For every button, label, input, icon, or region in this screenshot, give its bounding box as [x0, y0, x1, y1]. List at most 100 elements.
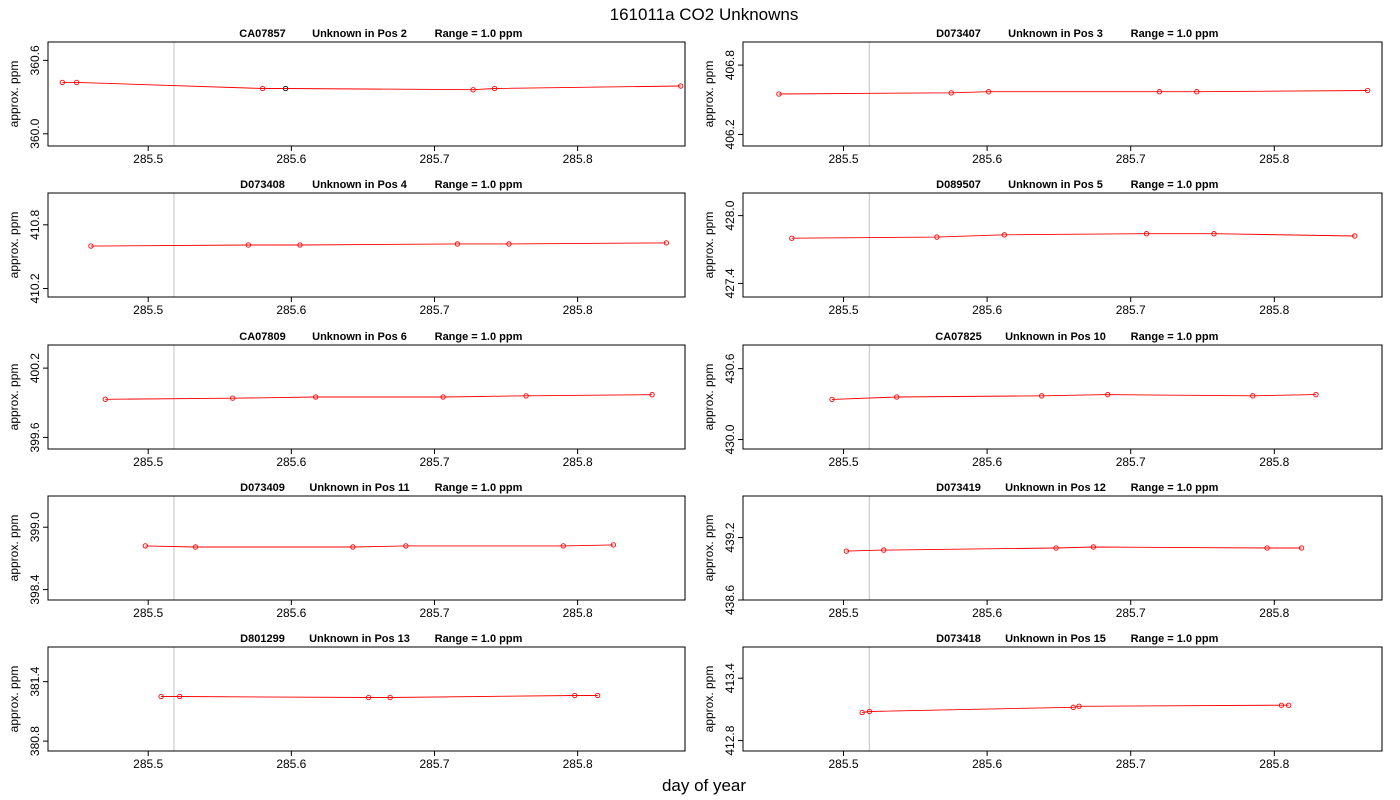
y-axis-label: approx. ppm — [702, 61, 716, 128]
data-point — [1143, 231, 1150, 237]
x-tick-label: 285.5 — [133, 606, 163, 620]
panel-position: Unknown in Pos 13 — [309, 633, 410, 645]
series-line — [145, 544, 614, 548]
panel-range: Range = 1.0 ppm — [435, 633, 523, 645]
data-point — [881, 547, 887, 553]
panel-title: D073408 Unknown in Pos 4 Range = 1.0 ppm — [240, 179, 522, 191]
x-tick-label: 285.6 — [972, 757, 1002, 771]
series-line — [161, 695, 598, 698]
panel-range: Range = 1.0 ppm — [1131, 633, 1219, 645]
panel-frame — [742, 495, 1383, 601]
series-line — [862, 704, 1289, 713]
data-point — [843, 548, 850, 554]
panel-position: Unknown in Pos 12 — [1005, 482, 1106, 494]
x-tick-label: 285.8 — [1259, 152, 1289, 166]
data-point — [1090, 544, 1097, 550]
data-point — [387, 694, 393, 701]
panel-tank-id: D073408 — [240, 179, 285, 191]
panel-range: Range = 1.0 ppm — [1131, 179, 1219, 191]
x-tick-label: 285.8 — [1259, 303, 1289, 317]
data-point — [1194, 89, 1200, 95]
series-line — [90, 242, 667, 247]
panel-title: CA07825 Unknown in Pos 10 Range = 1.0 ppm — [935, 331, 1218, 343]
panel-range: Range = 1.0 ppm — [435, 482, 523, 494]
data-point — [1053, 545, 1059, 551]
x-tick-label: 285.8 — [1259, 455, 1289, 469]
x-tick-label: 285.5 — [829, 455, 859, 469]
data-point — [230, 395, 236, 401]
data-point — [1352, 233, 1358, 239]
panel-8: D073419 Unknown in Pos 12 Range = 1.0 ppm 2… — [702, 482, 1383, 620]
data-point — [313, 394, 319, 400]
panel-tank-id: D073418 — [936, 633, 981, 645]
y-tick-label: 430.6 — [723, 353, 737, 383]
data-point — [1001, 232, 1007, 238]
panel-range: Range = 1.0 ppm — [1131, 28, 1219, 40]
panel-position: Unknown in Pos 5 — [1008, 179, 1103, 191]
data-point — [158, 693, 164, 700]
panel-tank-id: D089507 — [936, 179, 981, 191]
data-point — [572, 692, 578, 699]
figure-xlabel: day of year — [662, 776, 746, 795]
data-point — [934, 234, 940, 240]
y-tick-label: 410.2 — [28, 273, 42, 303]
data-point — [491, 85, 498, 92]
x-tick-label: 285.6 — [276, 757, 306, 771]
panel-range: Range = 1.0 ppm — [435, 28, 523, 40]
data-point — [1298, 545, 1305, 551]
x-tick-label: 285.5 — [829, 606, 859, 620]
x-tick-label: 285.7 — [1116, 606, 1146, 620]
data-point — [403, 543, 409, 549]
series-line — [105, 394, 653, 400]
data-point — [1076, 703, 1082, 709]
data-point — [1264, 545, 1270, 551]
panel-frame — [742, 646, 1383, 752]
series-line — [831, 394, 1316, 400]
panel-7: D073409 Unknown in Pos 11 Range = 1.0 ppm 2… — [7, 482, 686, 620]
x-tick-label: 285.6 — [972, 303, 1002, 317]
y-tick-label: 410.8 — [28, 209, 42, 239]
series-line — [846, 546, 1302, 552]
data-point — [245, 242, 252, 248]
x-tick-label: 285.8 — [563, 455, 593, 469]
data-point — [829, 396, 835, 403]
figure-title: 161011a CO2 Unknowns — [610, 5, 799, 24]
y-axis-label: approx. ppm — [7, 61, 21, 128]
panel-3: D073408 Unknown in Pos 4 Range = 1.0 ppm 28… — [7, 179, 686, 317]
x-tick-label: 285.5 — [133, 757, 163, 771]
y-axis-label: approx. ppm — [702, 666, 716, 733]
panel-range: Range = 1.0 ppm — [435, 179, 523, 191]
data-point — [73, 79, 80, 86]
data-point — [1105, 391, 1111, 398]
x-tick-label: 285.5 — [133, 303, 163, 317]
y-axis-label: approx. ppm — [7, 666, 21, 733]
data-point — [678, 83, 684, 89]
data-point — [663, 240, 670, 246]
panel-1: CA07857 Unknown in Pos 2 Range = 1.0 ppm 28… — [7, 28, 686, 166]
panel-tank-id: CA07809 — [239, 331, 285, 343]
series-line — [778, 90, 1368, 95]
x-tick-label: 285.8 — [563, 757, 593, 771]
y-axis-label: approx. ppm — [702, 364, 716, 431]
panel-title: D073418 Unknown in Pos 15 Range = 1.0 ppm — [936, 633, 1218, 645]
x-tick-label: 285.6 — [276, 152, 306, 166]
data-point — [142, 543, 148, 549]
x-tick-label: 285.8 — [1259, 757, 1289, 771]
series-line — [62, 81, 681, 91]
y-axis-label: approx. ppm — [702, 515, 716, 582]
data-point — [1278, 702, 1285, 708]
panel-range: Range = 1.0 ppm — [1131, 331, 1219, 343]
data-point — [610, 542, 617, 548]
data-point — [893, 394, 900, 400]
x-tick-label: 285.6 — [276, 606, 306, 620]
data-point — [1364, 87, 1371, 94]
panel-frame — [47, 192, 686, 298]
data-point — [1070, 704, 1076, 710]
y-tick-label: 406.8 — [723, 50, 737, 80]
y-axis-label: approx. ppm — [7, 515, 21, 582]
data-point — [350, 544, 356, 550]
data-point — [440, 394, 446, 400]
panel-tank-id: D073407 — [936, 28, 981, 40]
data-point — [866, 708, 873, 715]
